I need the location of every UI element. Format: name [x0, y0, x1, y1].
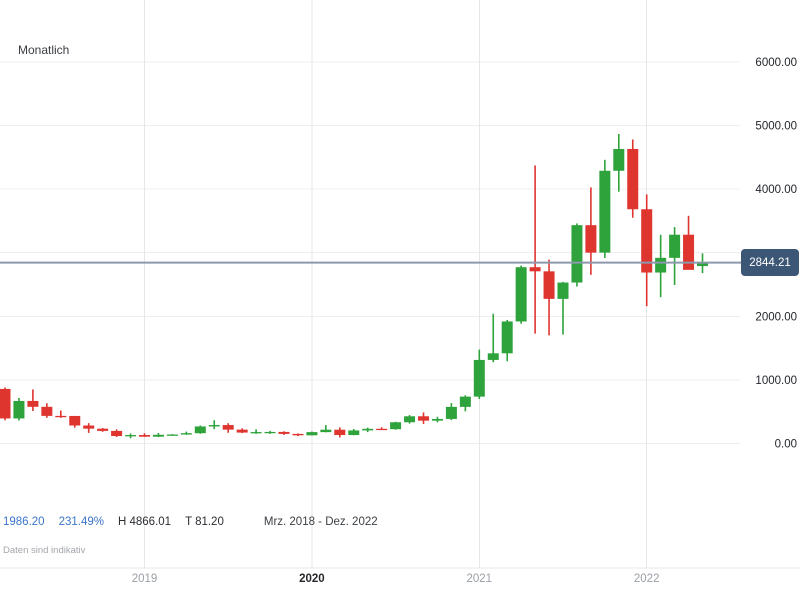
candle-2020-02[interactable] — [320, 429, 332, 433]
candle-wick — [534, 165, 536, 334]
candle-wick — [255, 429, 257, 434]
candle-2020-06[interactable] — [376, 428, 388, 431]
y-tick-label: 1000.00 — [755, 375, 797, 387]
x-tick-label: 2019 — [132, 573, 158, 585]
y-tick-label: 5000.00 — [755, 121, 797, 133]
data-disclaimer: Daten sind indikativ — [3, 545, 86, 556]
candle-wick — [213, 420, 216, 430]
candle-2018-08[interactable] — [69, 415, 81, 426]
candle-2018-11[interactable] — [111, 430, 123, 436]
candle-2018-07[interactable] — [55, 415, 67, 418]
candle-2019-07[interactable] — [222, 425, 234, 430]
candle-wick — [380, 427, 383, 430]
candle-2021-12[interactable] — [627, 148, 639, 210]
y-tick-label: 2000.00 — [755, 311, 797, 323]
y-tick-label: 0.00 — [775, 439, 797, 451]
candle-wick — [562, 281, 564, 335]
candle-2020-07[interactable] — [390, 422, 402, 430]
y-tick-label: 6000.00 — [755, 57, 797, 69]
candle-2018-05[interactable] — [27, 400, 39, 407]
candle-2020-12[interactable] — [459, 396, 471, 407]
candle-2021-07[interactable] — [557, 282, 569, 299]
candle-2018-03[interactable] — [0, 388, 11, 419]
candle-2021-03[interactable] — [501, 321, 513, 354]
candle-2020-08[interactable] — [404, 416, 416, 423]
candle-2020-03[interactable] — [334, 429, 346, 436]
y-tick-label: 4000.00 — [755, 184, 797, 196]
candle-2021-05[interactable] — [529, 267, 541, 272]
candle-2021-01[interactable] — [473, 359, 485, 397]
candle-2019-11[interactable] — [278, 431, 290, 434]
candle-2021-11[interactable] — [613, 148, 625, 171]
period-low: T 81.20 — [185, 516, 224, 528]
candle-2018-04[interactable] — [13, 400, 25, 419]
candle-wick — [60, 410, 62, 418]
candle-2021-06[interactable] — [543, 271, 555, 299]
candle-wick — [492, 313, 495, 363]
stats-bar: 1986.20 231.49% H 4866.01 T 81.20 Mrz. 2… — [3, 516, 378, 528]
current-price-badge: 2844.21 — [741, 249, 799, 277]
candle-2021-08[interactable] — [571, 225, 583, 283]
timeframe-selector[interactable]: Monatlich — [18, 43, 70, 57]
candle-2020-01[interactable] — [306, 432, 318, 436]
candle-2021-09[interactable] — [585, 225, 597, 253]
candle-2019-05[interactable] — [194, 426, 206, 434]
candle-2019-03[interactable] — [166, 434, 178, 436]
period-range: Mrz. 2018 - Dez. 2022 — [263, 516, 378, 528]
candle-2020-09[interactable] — [418, 416, 429, 421]
x-tick-label: 2021 — [467, 573, 493, 585]
period-high: H 4866.01 — [117, 516, 172, 528]
x-tick-label: 2020 — [299, 573, 325, 585]
candle-2020-11[interactable] — [445, 406, 457, 419]
x-tick-label: 2022 — [634, 573, 660, 585]
candle-2019-10[interactable] — [264, 431, 276, 434]
candle-2022-05[interactable] — [697, 262, 708, 267]
candle-2022-01[interactable] — [641, 209, 653, 273]
candle-2018-12[interactable] — [125, 435, 137, 437]
period-change-percent: 231.49% — [58, 516, 104, 528]
period-change-value: 1986.20 — [3, 516, 45, 528]
candle-2019-12[interactable] — [292, 433, 304, 436]
candle-wick — [325, 425, 327, 433]
candle-wick — [32, 389, 34, 411]
candle-2020-10[interactable] — [431, 418, 443, 421]
candle-2019-09[interactable] — [250, 432, 262, 434]
candle-2019-02[interactable] — [152, 434, 164, 437]
candle-2019-06[interactable] — [208, 425, 220, 427]
candle-2018-10[interactable] — [97, 428, 109, 431]
candle-2018-09[interactable] — [83, 425, 95, 429]
candle-2022-02[interactable] — [655, 257, 667, 273]
candle-2020-05[interactable] — [362, 428, 374, 431]
candle-2018-06[interactable] — [41, 406, 53, 416]
candle-2019-04[interactable] — [180, 433, 192, 435]
candle-2021-02[interactable] — [487, 353, 499, 360]
candle-2019-01[interactable] — [139, 435, 150, 437]
candle-2019-08[interactable] — [236, 429, 248, 433]
candle-2022-04[interactable] — [683, 234, 695, 270]
candle-2021-10[interactable] — [599, 170, 611, 253]
candle-2020-04[interactable] — [348, 430, 360, 436]
candle-2021-04[interactable] — [515, 267, 527, 322]
candle-2022-03[interactable] — [669, 234, 681, 258]
